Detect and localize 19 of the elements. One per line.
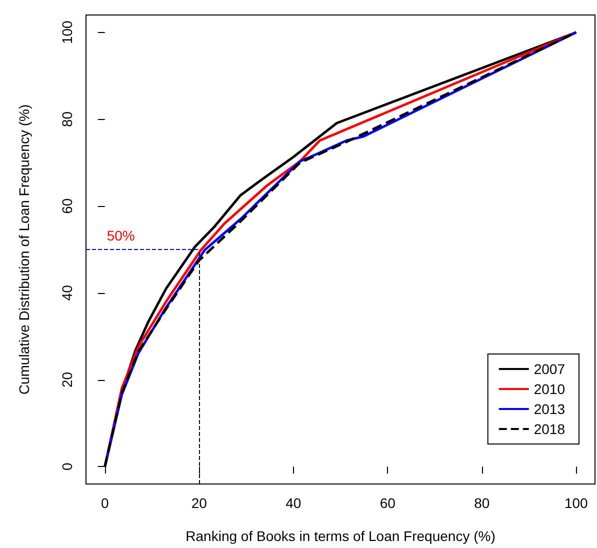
y-tick-label: 40 xyxy=(59,284,75,301)
y-axis-title: Cumulative Distribution of Loan Frequency (%) xyxy=(16,104,32,395)
x-axis-title: Ranking of Books in terms of Loan Frequency (%) xyxy=(186,528,496,544)
y-tick-label: 80 xyxy=(59,111,75,128)
legend-label: 2007 xyxy=(534,361,566,377)
x-tick-label: 0 xyxy=(100,495,109,511)
y-tick-label: 60 xyxy=(59,198,75,214)
x-tick-label: 100 xyxy=(564,495,588,511)
x-tick-label: 80 xyxy=(474,495,490,511)
legend-label: 2018 xyxy=(534,421,566,437)
y-tick-label: 20 xyxy=(59,372,75,388)
legend-label: 2010 xyxy=(534,381,566,397)
x-tick-label: 20 xyxy=(191,495,208,511)
annotation: 50% xyxy=(106,228,135,244)
x-tick-label: 40 xyxy=(286,495,302,511)
y-tick-label: 0 xyxy=(59,462,75,471)
x-tick-label: 60 xyxy=(380,495,396,511)
y-tick-label: 100 xyxy=(59,20,75,44)
legend-label: 2013 xyxy=(534,401,566,417)
